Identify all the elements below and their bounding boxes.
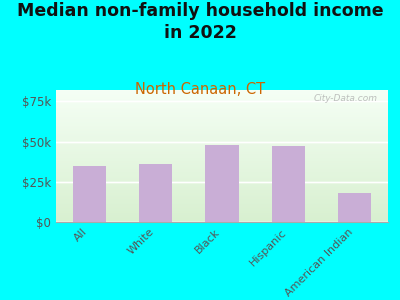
Bar bbox=[338, 193, 372, 222]
Bar bbox=[206, 145, 238, 222]
Bar bbox=[272, 146, 305, 222]
Text: North Canaan, CT: North Canaan, CT bbox=[135, 82, 265, 98]
Bar bbox=[139, 164, 172, 222]
Text: City-Data.com: City-Data.com bbox=[314, 94, 378, 103]
Bar bbox=[73, 166, 106, 222]
Text: Median non-family household income
in 2022: Median non-family household income in 20… bbox=[17, 2, 383, 42]
